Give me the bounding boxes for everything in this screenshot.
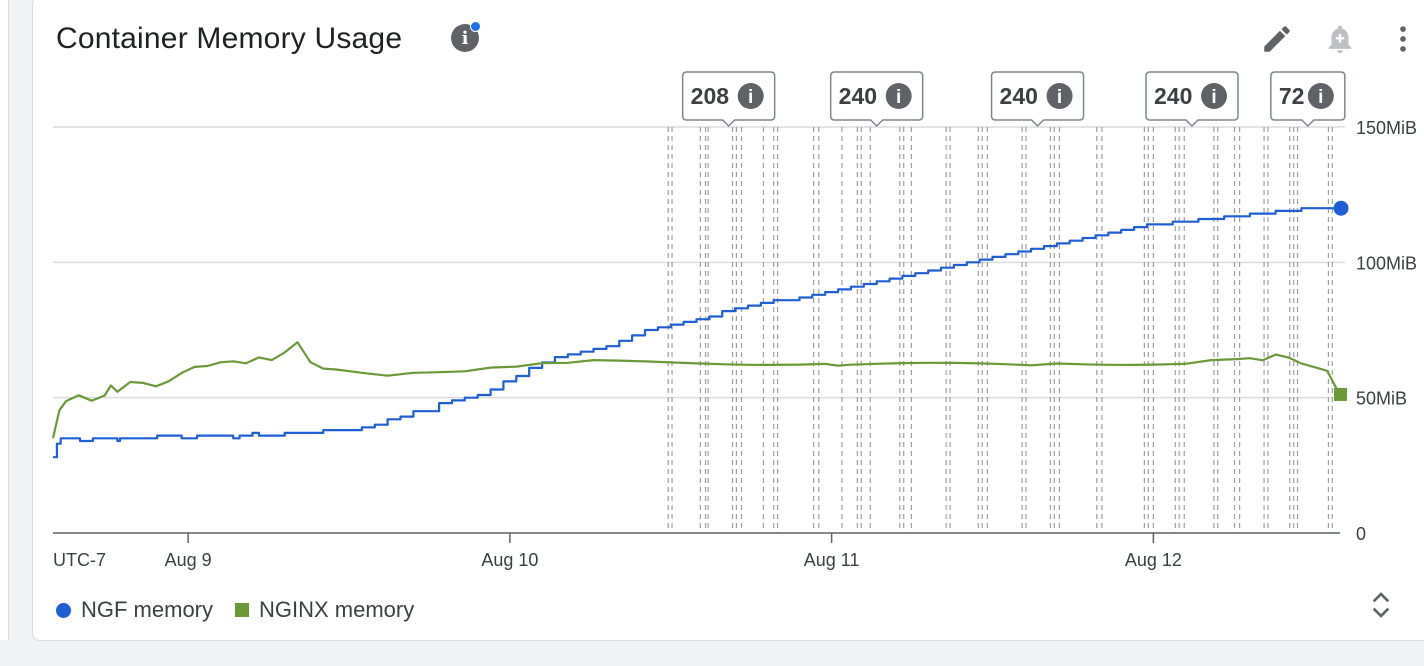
y-tick-label: 0 [1356,524,1366,544]
grid-lines [53,126,1345,399]
flag-count-label: 72 [1279,83,1305,109]
info-icon-glyph: i [748,87,753,108]
legend-item-ngf[interactable]: NGF memory [56,597,213,623]
x-tick-label: Aug 11 [804,550,860,570]
series-lines [51,200,1349,459]
memory-line-chart: 0 50MiB 100MiB 150MiB UTC-7 Aug 9 Aug 10 Aug 11… [51,71,1417,570]
y-tick-label: 100MiB [1356,253,1417,273]
info-icon [1200,83,1227,109]
timezone-label: UTC-7 [53,550,106,570]
more-vert-icon[interactable] [1386,22,1420,56]
axes: 0 50MiB 100MiB 150MiB UTC-7 Aug 9 Aug 10 Aug 11… [53,118,1417,570]
series-line-1 [51,341,1341,439]
pencil-icon[interactable] [1260,22,1294,56]
x-tick-label: Aug 12 [1125,550,1182,570]
event-flags: 208 i 240 i 240 i 240 i 72 i [681,71,1346,128]
info-icon [1046,83,1073,109]
event-annotation-lines [667,127,1333,533]
event-flag: 208 i [681,71,776,128]
flag-count-label: 240 [839,83,877,109]
series-end-point [1334,387,1347,401]
flag-count-label: 208 [691,83,730,109]
flag-count-label: 240 [1000,83,1038,109]
event-flag: 72 i [1270,71,1346,128]
info-icon-glyph: i [1318,87,1323,108]
info-icon-glyph: i [1211,87,1216,108]
x-tick-label: Aug 10 [481,550,538,570]
legend: NGF memory NGINX memory [56,596,436,624]
info-icon [1307,83,1334,109]
event-flag: 240 i [829,71,924,128]
legend-label-nginx: NGINX memory [259,597,415,622]
y-tick-label: 150MiB [1356,118,1417,138]
expand-collapse-icon[interactable] [1366,588,1396,622]
side-panel-edge [0,0,9,640]
series-end-point [1333,200,1349,216]
info-icon[interactable]: i [451,21,481,52]
info-icon-glyph: i [896,87,901,108]
info-icon-glyph: i [1057,87,1062,108]
nginx-swatch [235,603,249,617]
info-icon [737,83,764,109]
info-icon [885,83,912,109]
legend-item-nginx[interactable]: NGINX memory [235,597,414,623]
y-tick-label: 50MiB [1356,389,1407,409]
flag-count-label: 240 [1154,83,1192,109]
notification-dot [470,21,481,32]
event-flag: 240 i [1145,71,1239,128]
legend-label-ngf: NGF memory [81,597,213,622]
event-flag: 240 i [990,71,1085,128]
ngf-swatch [56,602,71,618]
x-tick-label: Aug 9 [165,550,212,570]
chart-title: Container Memory Usage [56,22,403,55]
add-alert-bell-icon[interactable] [1323,22,1357,56]
series-line-0 [53,207,1340,459]
